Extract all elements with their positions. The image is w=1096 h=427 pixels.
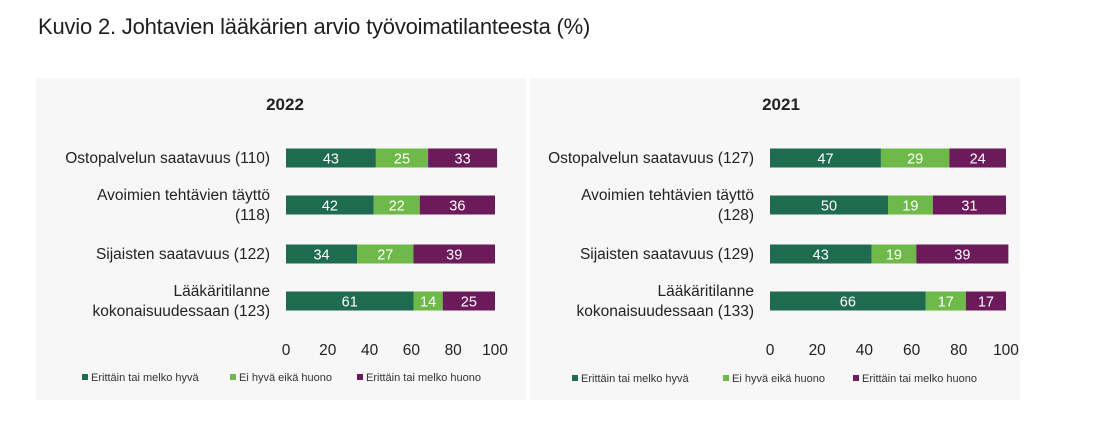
data-label-2021: 24 <box>970 152 986 168</box>
data-label-2022: 25 <box>461 295 477 311</box>
legend-swatch-2022 <box>82 374 88 380</box>
category-label-2022: Ostopalvelun saatavuus (110) <box>65 150 270 167</box>
legend-swatch-2021 <box>723 375 729 381</box>
data-label-2022: 36 <box>449 199 465 215</box>
data-label-2022: 39 <box>446 248 462 264</box>
data-label-2021: 19 <box>902 199 918 215</box>
x-tick-label-2022: 40 <box>361 342 379 359</box>
legend-swatch-2022 <box>230 374 236 380</box>
figure-title: Kuvio 2. Johtavien lääkärien arvio työvo… <box>38 14 591 39</box>
chart-title-2021: 2021 <box>762 95 800 114</box>
bar-segment-2022 <box>286 291 414 311</box>
bar-segment-2022 <box>375 148 429 168</box>
legend-swatch-2021 <box>853 375 859 381</box>
legend-label-2021: Erittäin tai melko huono <box>862 373 977 385</box>
x-tick-label-2022: 100 <box>482 342 508 359</box>
data-label-2022: 33 <box>455 152 471 168</box>
data-label-2021: 66 <box>840 295 856 311</box>
x-tick-label-2021: 40 <box>856 342 874 359</box>
data-label-2022: 27 <box>377 248 393 264</box>
legend-label-2022: Erittäin tai melko huono <box>366 372 481 384</box>
bar-segment-2021 <box>770 195 888 215</box>
category-label-2022: (118) <box>235 207 270 224</box>
data-label-2021: 17 <box>938 295 954 311</box>
bar-segment-2021 <box>770 291 926 311</box>
bar-segment-2021 <box>880 148 950 168</box>
bar-segment-2022 <box>419 195 495 215</box>
legend-label-2021: Erittäin tai melko hyvä <box>581 373 689 385</box>
bar-segment-2021 <box>965 291 1006 311</box>
x-tick-label-2022: 0 <box>282 342 291 359</box>
x-tick-label-2021: 0 <box>766 342 775 359</box>
data-label-2022: 61 <box>342 295 358 311</box>
category-label-2021: kokonaisuudessaan (133) <box>576 303 754 320</box>
category-label-2021: Lääkäritilanne <box>657 283 754 300</box>
x-tick-label-2021: 60 <box>903 342 921 359</box>
data-label-2021: 19 <box>886 248 902 264</box>
bar-segment-2022 <box>413 291 443 311</box>
category-label-2021: Ostopalvelun saatavuus (127) <box>548 150 754 167</box>
legend-swatch-2022 <box>357 374 363 380</box>
panel-background-2022 <box>36 78 526 400</box>
bar-segment-2022 <box>357 244 414 264</box>
data-label-2021: 29 <box>907 152 923 168</box>
data-label-2022: 34 <box>313 248 329 264</box>
bar-segment-2022 <box>373 195 420 215</box>
bar-segment-2021 <box>871 244 917 264</box>
x-tick-label-2022: 20 <box>319 342 337 359</box>
category-label-2022: kokonaisuudessaan (123) <box>92 303 270 320</box>
bar-segment-2022 <box>286 148 376 168</box>
bar-segment-2021 <box>932 195 1006 215</box>
category-label-2021: Sijaisten saatavuus (129) <box>580 246 754 263</box>
data-label-2022: 42 <box>322 199 338 215</box>
chart-title-2022: 2022 <box>266 95 304 114</box>
bar-segment-2021 <box>925 291 966 311</box>
panel-background-2021 <box>530 78 1020 400</box>
bar-segment-2022 <box>286 195 374 215</box>
bar-segment-2022 <box>286 244 358 264</box>
category-label-2021: Avoimien tehtävien täyttö <box>581 187 754 204</box>
data-label-2022: 43 <box>323 152 339 168</box>
bar-segment-2022 <box>413 244 495 264</box>
bar-segment-2021 <box>770 244 872 264</box>
data-label-2021: 47 <box>817 152 833 168</box>
legend-label-2021: Ei hyvä eikä huono <box>732 373 825 385</box>
x-tick-label-2021: 100 <box>993 342 1019 359</box>
data-label-2021: 31 <box>961 199 977 215</box>
bar-segment-2021 <box>949 148 1006 168</box>
bar-segment-2021 <box>888 195 933 215</box>
x-tick-label-2022: 60 <box>403 342 421 359</box>
bar-segment-2021 <box>916 244 1009 264</box>
data-label-2022: 22 <box>389 199 405 215</box>
data-label-2021: 39 <box>954 248 970 264</box>
data-label-2021: 50 <box>821 199 837 215</box>
x-tick-label-2021: 80 <box>950 342 968 359</box>
legend-swatch-2021 <box>572 375 578 381</box>
data-label-2022: 25 <box>394 152 410 168</box>
category-label-2022: Avoimien tehtävien täyttö <box>97 187 270 204</box>
bar-segment-2022 <box>428 148 498 168</box>
legend-label-2022: Ei hyvä eikä huono <box>239 372 332 384</box>
category-label-2021: (128) <box>718 207 754 224</box>
legend-label-2022: Erittäin tai melko hyvä <box>91 372 199 384</box>
data-label-2021: 17 <box>978 295 994 311</box>
category-label-2022: Sijaisten saatavuus (122) <box>96 246 270 263</box>
bar-segment-2022 <box>442 291 495 311</box>
category-label-2022: Lääkäritilanne <box>173 283 270 300</box>
data-label-2022: 14 <box>420 295 436 311</box>
x-tick-label-2022: 80 <box>445 342 463 359</box>
data-label-2021: 43 <box>813 248 829 264</box>
bar-segment-2021 <box>770 148 881 168</box>
x-tick-label-2021: 20 <box>809 342 827 359</box>
